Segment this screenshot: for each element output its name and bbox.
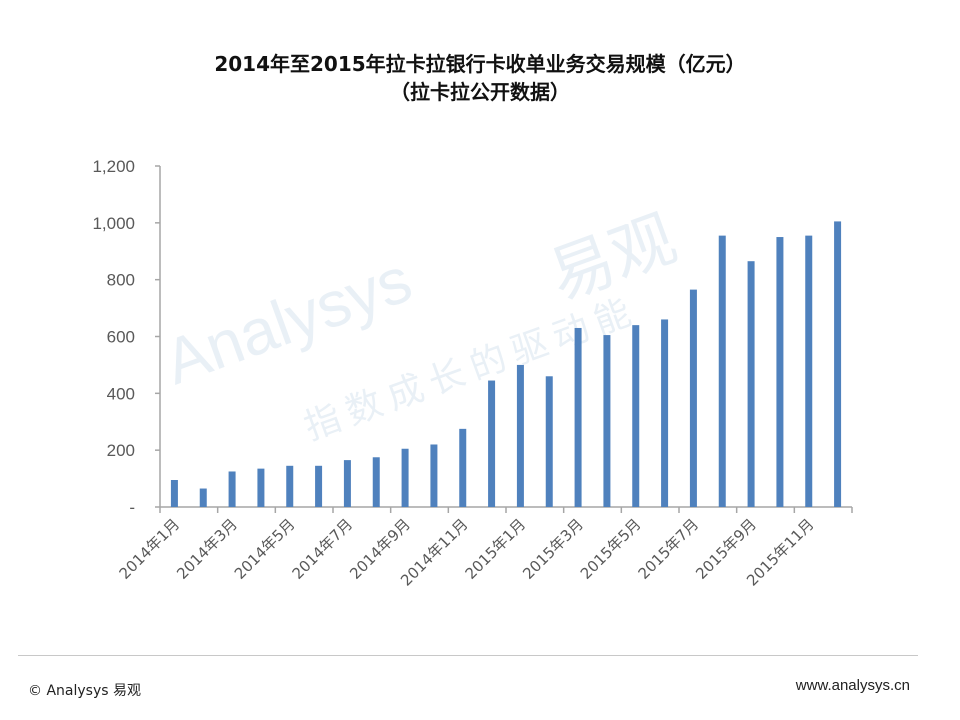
bar-2015年5月	[632, 325, 640, 507]
bar-2014年10月	[430, 444, 438, 507]
bar-2014年4月	[257, 468, 265, 507]
y-tick-labels: - 200 400 600 800 1,000 1,200	[92, 157, 135, 517]
bar-2015年4月	[603, 335, 611, 507]
x-tick-label: 2014年1月	[116, 515, 184, 583]
x-tick-label: 2014年3月	[173, 515, 241, 583]
bar-2015年6月	[661, 319, 669, 507]
bar-2015年1月	[516, 364, 524, 507]
axes	[155, 165, 853, 513]
bar-2014年2月	[199, 488, 207, 507]
y-tick-label: 600	[107, 328, 135, 347]
bar-2015年10月	[776, 237, 784, 507]
x-tick-labels: 2014年1月2014年3月2014年5月2014年7月2014年9月2014年…	[116, 515, 818, 589]
bar-2015年3月	[574, 327, 582, 507]
x-tick-label: 2015年1月	[462, 515, 530, 583]
x-tick-label: 2015年7月	[635, 515, 703, 583]
bar-2014年8月	[372, 457, 380, 507]
footer-url[interactable]: www.analysys.cn	[795, 677, 910, 694]
chart-subtitle: （拉卡拉公开数据）	[390, 80, 570, 104]
bar-2015年2月	[545, 376, 553, 507]
y-tick-label: 400	[107, 384, 135, 403]
y-tick-label: 1,200	[92, 157, 135, 176]
bar-2015年11月	[805, 235, 813, 507]
bar-2014年3月	[228, 471, 236, 507]
x-tick-label: 2015年5月	[577, 515, 645, 583]
watermark-latin: Analysys	[155, 243, 420, 398]
bar-2015年9月	[747, 261, 755, 507]
bar-2014年6月	[315, 465, 323, 507]
bar-2014年12月	[488, 380, 496, 507]
y-tick-label: 1,000	[92, 214, 135, 233]
bar-2014年11月	[459, 428, 467, 507]
x-tick-label: 2014年5月	[231, 515, 299, 583]
y-tick-label: 200	[107, 441, 135, 460]
bar-2014年7月	[343, 460, 351, 507]
bar-2014年1月	[170, 480, 178, 507]
bar-2014年9月	[401, 448, 409, 507]
y-tick-label: -	[129, 498, 135, 517]
bar-2014年5月	[286, 465, 294, 507]
footer-copyright: © Analysys 易观	[28, 683, 141, 699]
chart-title: 2014年至2015年拉卡拉银行卡收单业务交易规模（亿元）	[214, 52, 746, 76]
bar-2015年7月	[689, 289, 697, 507]
bars	[170, 221, 842, 507]
footer-divider	[18, 655, 918, 656]
x-tick-label: 2014年7月	[289, 515, 357, 583]
bar-2015年12月	[834, 221, 842, 507]
x-tick-label: 2015年3月	[519, 515, 587, 583]
bar-2015年8月	[718, 235, 726, 507]
y-tick-label: 800	[107, 271, 135, 290]
